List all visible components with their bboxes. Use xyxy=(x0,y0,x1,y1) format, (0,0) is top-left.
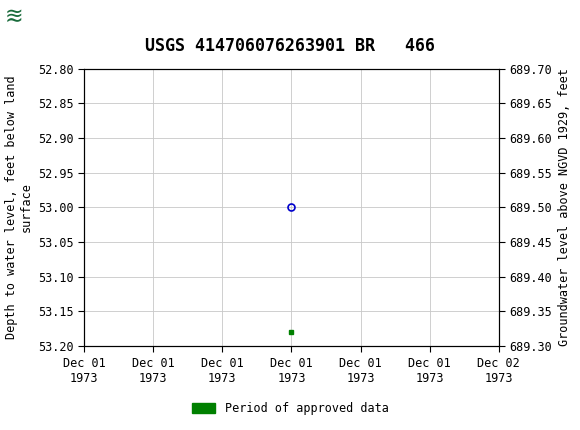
Bar xyxy=(3,2,71,34)
Y-axis label: Groundwater level above NGVD 1929, feet: Groundwater level above NGVD 1929, feet xyxy=(557,68,571,347)
Legend: Period of approved data: Period of approved data xyxy=(187,397,393,420)
Y-axis label: Depth to water level, feet below land
surface: Depth to water level, feet below land su… xyxy=(5,76,32,339)
Text: USGS 414706076263901 BR   466: USGS 414706076263901 BR 466 xyxy=(145,37,435,55)
Text: USGS: USGS xyxy=(34,9,89,27)
Text: ≋: ≋ xyxy=(5,7,24,27)
